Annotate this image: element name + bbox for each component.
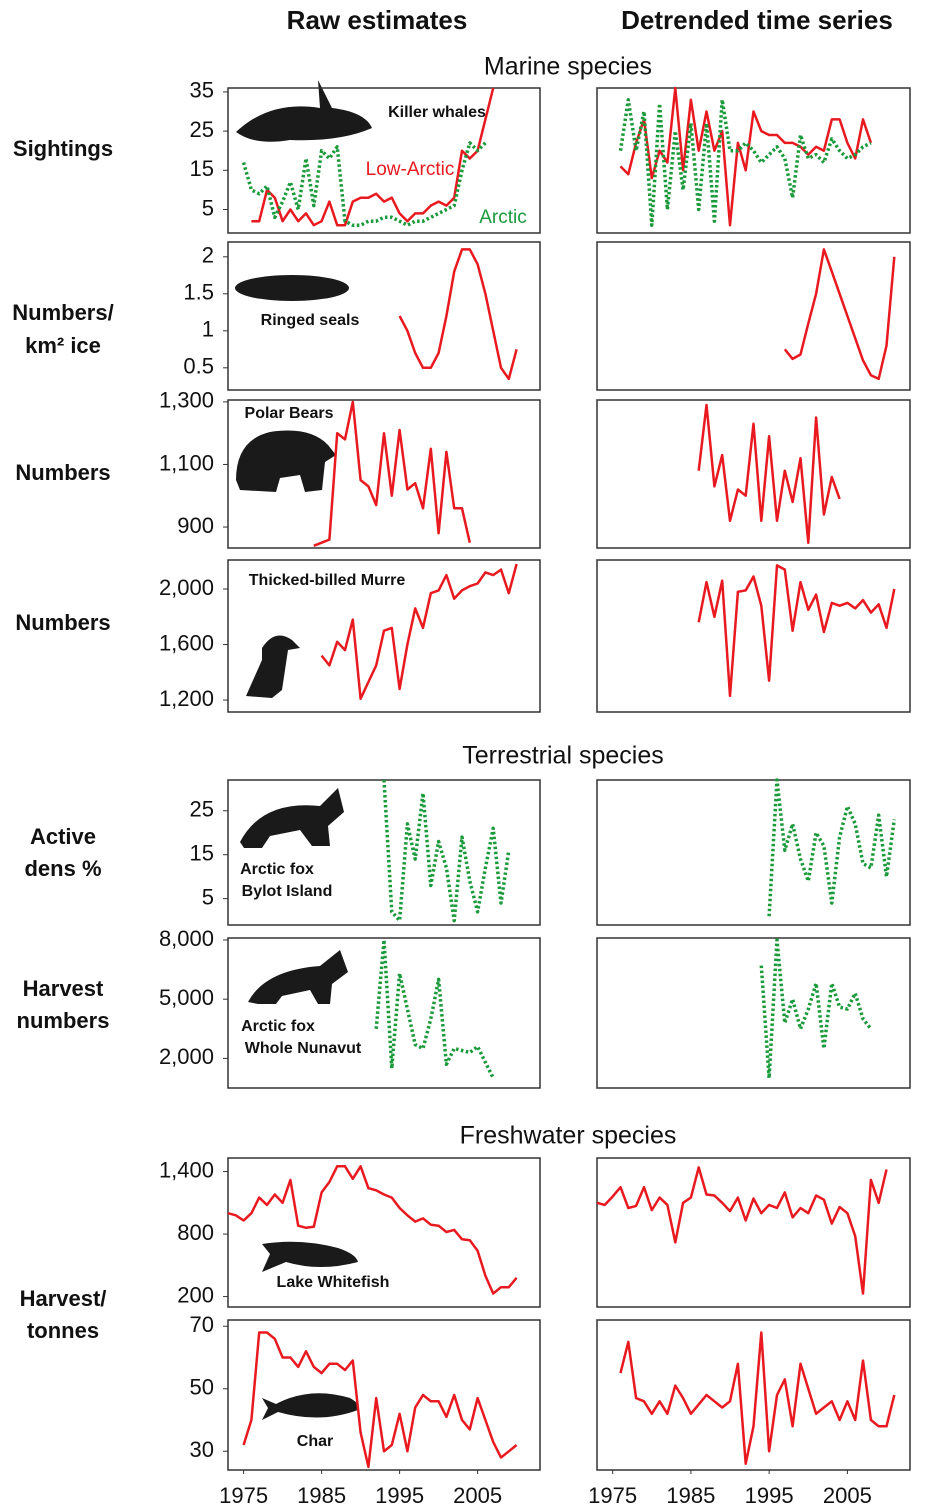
- y-tick-label: 800: [177, 1220, 214, 1245]
- y-tick-label: 5: [202, 195, 214, 220]
- y-tick-label: 1,200: [159, 686, 214, 711]
- section-title: Freshwater species: [460, 1122, 677, 1150]
- row-label: Sightings: [13, 136, 113, 161]
- series-line: [699, 565, 895, 696]
- row-label: Numbers: [15, 460, 110, 485]
- y-tick-label: 1,300: [159, 388, 214, 413]
- series-line: [621, 1333, 895, 1464]
- row-label: tonnes: [27, 1318, 99, 1343]
- annotation: Ringed seals: [261, 312, 360, 329]
- y-tick-label: 1.5: [183, 280, 214, 305]
- figure: Raw estimates Detrended time series Mari…: [0, 0, 925, 1511]
- row-label: Numbers/: [12, 300, 113, 325]
- row-label: Numbers: [15, 610, 110, 635]
- icon: [240, 788, 344, 848]
- y-tick-label: 0.5: [183, 354, 214, 379]
- x-tick-label: 1995: [745, 1483, 794, 1508]
- y-tick-label: 30: [190, 1437, 214, 1462]
- series-line: [384, 780, 509, 921]
- y-tick-label: 15: [190, 156, 214, 181]
- series-line: [597, 1167, 887, 1293]
- icon: [262, 1242, 358, 1272]
- row-label: numbers: [17, 1008, 110, 1033]
- y-tick-label: 15: [190, 841, 214, 866]
- y-tick-label: 25: [190, 797, 214, 822]
- x-tick-label: 1985: [666, 1483, 715, 1508]
- annotation: Thicked-billed Murre: [249, 572, 406, 589]
- y-tick-label: 1,100: [159, 450, 214, 475]
- section-title: Marine species: [484, 53, 652, 81]
- series-label: Arctic: [479, 207, 527, 228]
- icons: [235, 80, 372, 1420]
- column-title: Raw estimates: [287, 5, 468, 35]
- annotation: Lake Whitefish: [277, 1274, 390, 1291]
- panel-frame: [228, 938, 540, 1088]
- annotation: Whole Nunavut: [245, 1040, 362, 1057]
- y-tick-label: 1,400: [159, 1157, 214, 1182]
- panel-frame: [597, 88, 910, 233]
- series-line: [621, 88, 871, 225]
- x-tick-label: 1995: [375, 1483, 424, 1508]
- annotation: Killer whales: [388, 104, 486, 121]
- icon: [236, 431, 336, 492]
- y-tick-label: 900: [177, 513, 214, 538]
- annotation: Polar Bears: [245, 405, 334, 422]
- series-line: [244, 1333, 517, 1467]
- series-label: Low-Arctic: [366, 159, 455, 180]
- column-title: Detrended time series: [621, 5, 893, 35]
- panel-frame: [597, 400, 910, 548]
- row-label: Harvest/: [20, 1286, 107, 1311]
- annotation: Char: [297, 1433, 333, 1450]
- icon: [235, 275, 349, 301]
- icon: [246, 636, 300, 699]
- panel-frame: [597, 560, 910, 712]
- y-tick-label: 2,000: [159, 575, 214, 600]
- y-tick-label: 5,000: [159, 985, 214, 1010]
- section-title: Terrestrial species: [462, 742, 663, 770]
- x-tick-label: 2005: [453, 1483, 502, 1508]
- x-tick-label: 2005: [823, 1483, 872, 1508]
- panel-frame: [597, 242, 910, 390]
- y-tick-label: 5: [202, 884, 214, 909]
- y-tick-label: 8,000: [159, 926, 214, 951]
- y-tick-label: 2: [202, 243, 214, 268]
- y-tick-label: 25: [190, 117, 214, 142]
- y-tick-label: 2,000: [159, 1044, 214, 1069]
- y-tick-label: 35: [190, 78, 214, 103]
- series-line: [314, 402, 470, 546]
- x-tick-label: 1975: [588, 1483, 637, 1508]
- y-tick-label: 50: [190, 1375, 214, 1400]
- annotation: Bylot Island: [242, 883, 333, 900]
- y-tick-label: 1,600: [159, 630, 214, 655]
- row-label: Active: [30, 824, 96, 849]
- series-line: [699, 405, 840, 543]
- panel-frame: [597, 1320, 910, 1470]
- row-label: km² ice: [25, 333, 101, 358]
- y-tick-label: 200: [177, 1282, 214, 1307]
- series-line: [761, 940, 871, 1078]
- y-tick-label: 70: [190, 1312, 214, 1337]
- series-line: [769, 780, 894, 916]
- icon: [236, 80, 372, 142]
- icon: [262, 1393, 359, 1420]
- row-label: Harvest: [23, 976, 104, 1001]
- icon: [248, 950, 348, 1004]
- y-tick-label: 1: [202, 317, 214, 342]
- x-tick-label: 1975: [219, 1483, 268, 1508]
- annotation: Arctic fox: [241, 1018, 315, 1035]
- series-line: [785, 249, 895, 379]
- x-tick-label: 1985: [297, 1483, 346, 1508]
- panel-frame: [597, 938, 910, 1088]
- panel-frame: [597, 780, 910, 925]
- row-label: dens %: [24, 856, 101, 881]
- series-line: [400, 249, 517, 379]
- series-line: [376, 940, 493, 1078]
- annotation: Arctic fox: [240, 861, 314, 878]
